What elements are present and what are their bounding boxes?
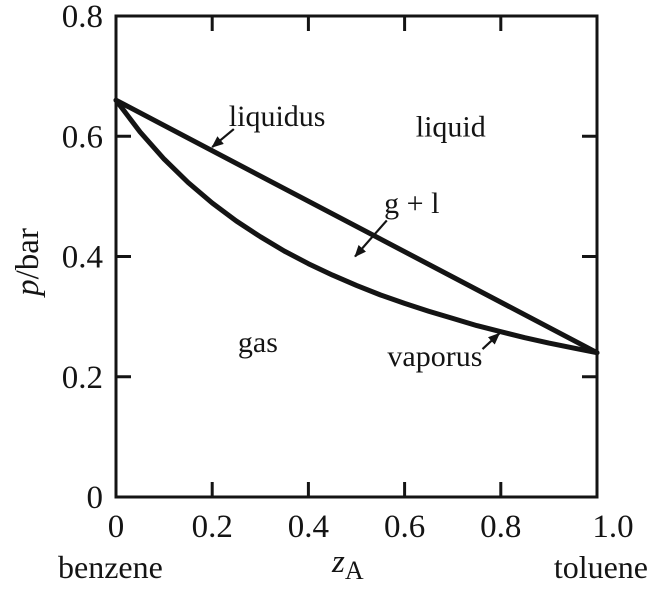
y-axis-title-symbol: p bbox=[10, 279, 46, 298]
x-tick-label: 0 bbox=[108, 509, 125, 545]
label-liquid: liquid bbox=[416, 110, 486, 143]
y-tick-label: 0.2 bbox=[62, 360, 103, 396]
x-axis-title-symbol: z bbox=[331, 544, 345, 580]
arrow-g-l bbox=[354, 219, 388, 258]
arrow-liquidus bbox=[211, 128, 235, 148]
y-tick-label: 0.8 bbox=[62, 0, 103, 35]
x-axis-title: zA bbox=[331, 544, 364, 585]
liquidus-curve bbox=[113, 97, 600, 356]
y-axis-title-unit: /bar bbox=[10, 228, 46, 279]
x-tick-label: 0.2 bbox=[192, 509, 233, 545]
y-axis-title: p/bar bbox=[10, 228, 46, 298]
y-tick-label: 0 bbox=[87, 480, 104, 516]
label-vaporus: vaporus bbox=[387, 340, 482, 373]
x-tick-label: 0.6 bbox=[384, 509, 425, 545]
x-axis-title-subscript: A bbox=[345, 556, 364, 585]
x-tick-label: 1.0 bbox=[592, 509, 633, 545]
label-g-l: g + l bbox=[384, 187, 439, 220]
x-tick-label: 0.4 bbox=[288, 509, 329, 545]
y-tick-label: 0.6 bbox=[62, 119, 103, 155]
arrow-vaporus bbox=[481, 332, 501, 350]
right-endpoint-label: toluene bbox=[554, 549, 648, 585]
x-tick-label: 0.8 bbox=[480, 509, 521, 545]
chart-dynamic-layer: 0 0.2 0.4 0.6 0.8 1.0 0 0.2 0.4 0.6 0.8 liquidus liq… bbox=[62, 0, 634, 545]
label-liquidus: liquidus bbox=[229, 100, 326, 133]
left-endpoint-label: benzene bbox=[58, 549, 163, 585]
label-gas: gas bbox=[238, 326, 278, 359]
vaporus-curve bbox=[113, 97, 600, 356]
y-tick-label: 0.4 bbox=[62, 240, 103, 276]
